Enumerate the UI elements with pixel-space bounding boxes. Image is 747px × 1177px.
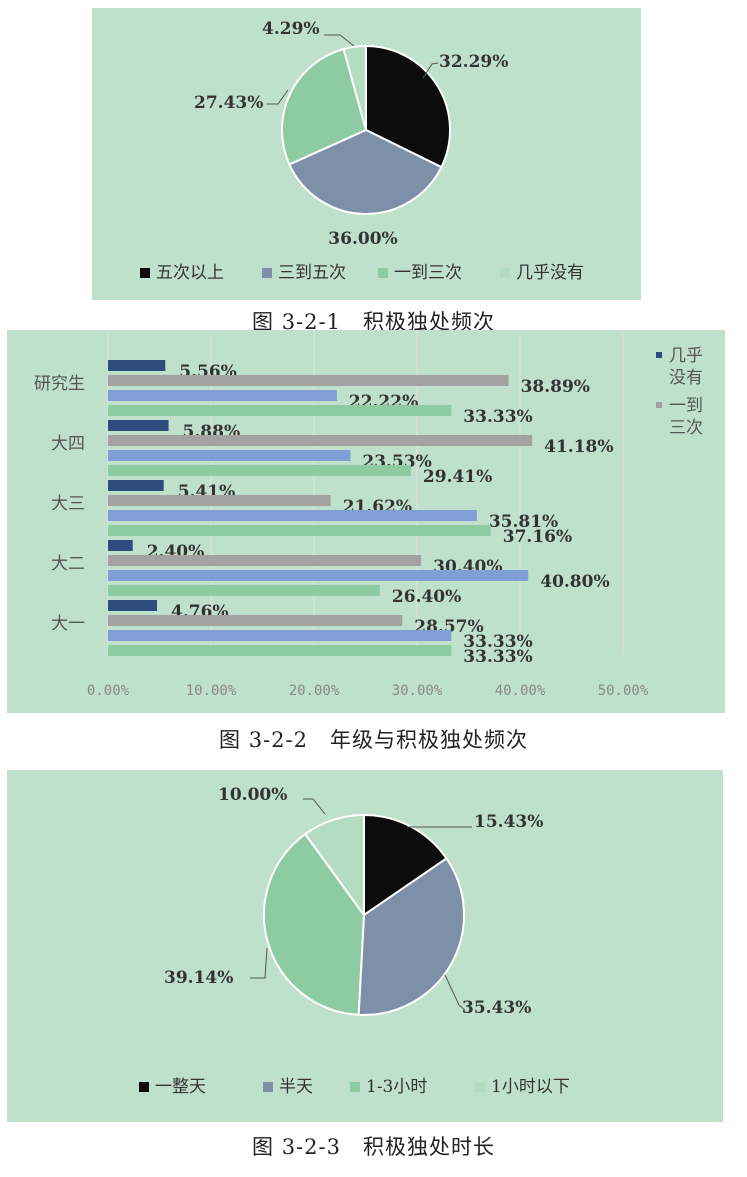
legend-label: 没有 xyxy=(669,368,703,388)
x-tick-label: 20.00% xyxy=(289,683,340,699)
legend-swatch xyxy=(378,268,388,278)
bar xyxy=(108,570,529,581)
legend-swatch xyxy=(263,1082,273,1092)
bar-data-label: 37.16% xyxy=(503,527,572,547)
leader-line xyxy=(250,947,268,979)
category-label: 大一 xyxy=(51,614,85,634)
legend-swatch xyxy=(475,1082,485,1092)
legend-label: 1-3小时 xyxy=(366,1077,427,1097)
category-label: 大三 xyxy=(51,494,85,514)
pie-slice xyxy=(357,857,465,1016)
legend-swatch xyxy=(350,1082,360,1092)
pie-slice xyxy=(263,832,366,1016)
slice-data-label: 32.29% xyxy=(439,52,508,72)
x-tick-label: 0.00% xyxy=(87,683,130,699)
x-tick-label: 30.00% xyxy=(392,683,443,699)
bar xyxy=(108,405,452,416)
pie-slice xyxy=(288,128,443,215)
bar xyxy=(108,600,158,611)
x-tick-label: 10.00% xyxy=(186,683,237,699)
bar xyxy=(108,390,337,401)
legend-label: 三次 xyxy=(669,418,703,438)
bar xyxy=(108,435,533,446)
slice-data-label: 35.43% xyxy=(462,998,531,1018)
bar-data-label: 35.81% xyxy=(489,512,558,532)
bar xyxy=(108,525,491,536)
bar xyxy=(108,540,133,551)
bar-data-label: 40.80% xyxy=(540,572,609,592)
bar xyxy=(108,375,509,386)
pie-slice xyxy=(342,44,367,131)
pie-chart-frequency: 32.29% 36.00% 27.43% 4.29% 五次以上 三到五次 一到三次 几乎没有 xyxy=(140,19,584,283)
legend-swatch xyxy=(500,268,510,278)
bar xyxy=(108,495,331,506)
bar-chart-grade-frequency: 0.00% 10.00% 20.00% 30.00% 40.00% 50.00%5.56%… xyxy=(34,330,703,699)
bar xyxy=(108,555,422,566)
category-label: 大二 xyxy=(51,554,85,574)
bar xyxy=(108,510,477,521)
category-label: 研究生 xyxy=(34,374,85,394)
pie-chart-duration-panel: 15.43% 35.43% 39.14% 10.00% 一整天 半天 1-3小时 1小时以下 xyxy=(7,770,723,1122)
slice-data-label: 10.00% xyxy=(218,785,287,805)
x-tick-label: 40.00% xyxy=(495,683,546,699)
legend-label: 一到 xyxy=(669,396,703,416)
bar xyxy=(108,420,169,431)
x-tick-label: 50.00% xyxy=(598,683,649,699)
leader-line xyxy=(324,34,355,47)
bar-data-label: 29.41% xyxy=(423,467,492,487)
legend-swatch xyxy=(656,402,662,408)
bar xyxy=(108,585,380,596)
leader-line xyxy=(444,974,466,1011)
pie-slice xyxy=(303,813,365,919)
legend-swatch xyxy=(140,268,150,278)
bar-data-label: 33.33% xyxy=(463,407,532,427)
category-label: 大四 xyxy=(51,434,85,454)
caption-figure-2: 图 3-2-2 年级与积极独处频次 xyxy=(219,728,528,752)
bar xyxy=(108,465,411,476)
slice-data-label: 15.43% xyxy=(474,812,543,832)
legend-swatch xyxy=(656,352,662,358)
legend-label: 半天 xyxy=(279,1077,313,1097)
legend-swatch xyxy=(262,268,272,278)
legend-swatch xyxy=(139,1082,149,1092)
leader-line xyxy=(303,798,326,815)
legend-label: 几乎没有 xyxy=(516,263,584,283)
slice-data-label: 4.29% xyxy=(262,19,320,39)
legend-label: 五次以上 xyxy=(156,263,224,283)
legend-label: 一到三次 xyxy=(394,263,462,283)
bar xyxy=(108,630,452,641)
pie-slice xyxy=(365,44,451,169)
legend-label: 几乎 xyxy=(669,346,703,366)
leader-line xyxy=(422,62,439,79)
bar xyxy=(108,615,403,626)
bar-data-label: 41.18% xyxy=(544,437,613,457)
slice-data-label: 27.43% xyxy=(194,93,263,113)
bar-chart-grade-panel: 0.00% 10.00% 20.00% 30.00% 40.00% 50.00% 5.56%… xyxy=(7,330,725,713)
leader-line xyxy=(267,89,289,105)
legend-label: 一整天 xyxy=(155,1077,206,1097)
bar xyxy=(108,450,351,461)
bar-data-label: 38.89% xyxy=(521,377,590,397)
slice-data-label: 39.14% xyxy=(164,968,233,988)
pie-chart-duration: 15.43% 35.43% 39.14% 10.00% 一整天 半天 1-3小时 1小时以下 xyxy=(139,785,570,1097)
pie-slice xyxy=(281,47,368,166)
legend-label: 1小时以下 xyxy=(491,1077,570,1097)
bar xyxy=(108,480,164,491)
bar xyxy=(108,645,452,656)
pie-chart-frequency-panel: 32.29% 36.00% 27.43% 4.29% 五次以上 三到五次 一到三次 几乎没有 xyxy=(92,8,641,300)
bar-data-label: 26.40% xyxy=(392,587,461,607)
caption-figure-3: 图 3-2-3 积极独处时长 xyxy=(252,1135,495,1159)
bar-data-label: 33.33% xyxy=(463,647,532,667)
slice-data-label: 36.00% xyxy=(328,229,397,249)
legend-label: 三到五次 xyxy=(278,263,346,283)
bar-data-label: 33.33% xyxy=(463,632,532,652)
bar xyxy=(108,360,166,371)
